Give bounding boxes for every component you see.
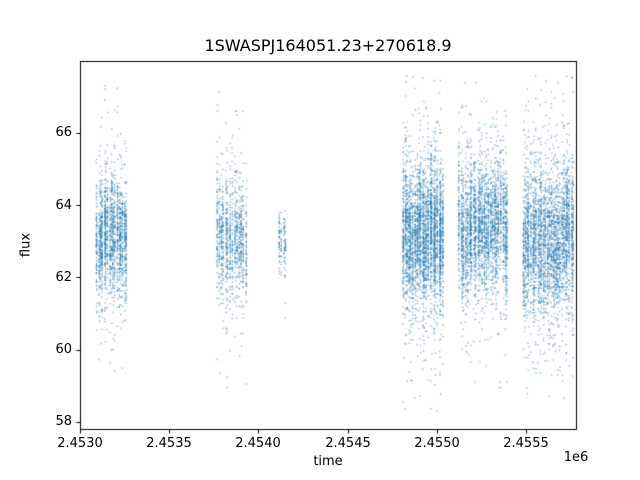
x-tick-label: 2.4535: [146, 436, 192, 451]
y-axis-label: flux: [18, 232, 34, 258]
x-tick-label: 2.4530: [57, 436, 103, 451]
x-tick-label: 2.4555: [503, 436, 549, 451]
y-tick-label: 60: [55, 342, 72, 357]
x-tick-label: 2.4540: [235, 436, 281, 451]
x-tick-label: 2.4545: [325, 436, 371, 451]
y-tick-label: 66: [55, 125, 72, 140]
x-tick-label: 2.4550: [414, 436, 460, 451]
y-tick-label: 58: [55, 414, 72, 429]
chart-title: 1SWASPJ164051.23+270618.9: [204, 36, 452, 55]
axis-offset-label: 1e6: [563, 450, 589, 465]
y-tick-label: 64: [55, 198, 72, 213]
y-tick-label: 62: [55, 270, 72, 285]
x-axis-label: time: [313, 454, 343, 469]
